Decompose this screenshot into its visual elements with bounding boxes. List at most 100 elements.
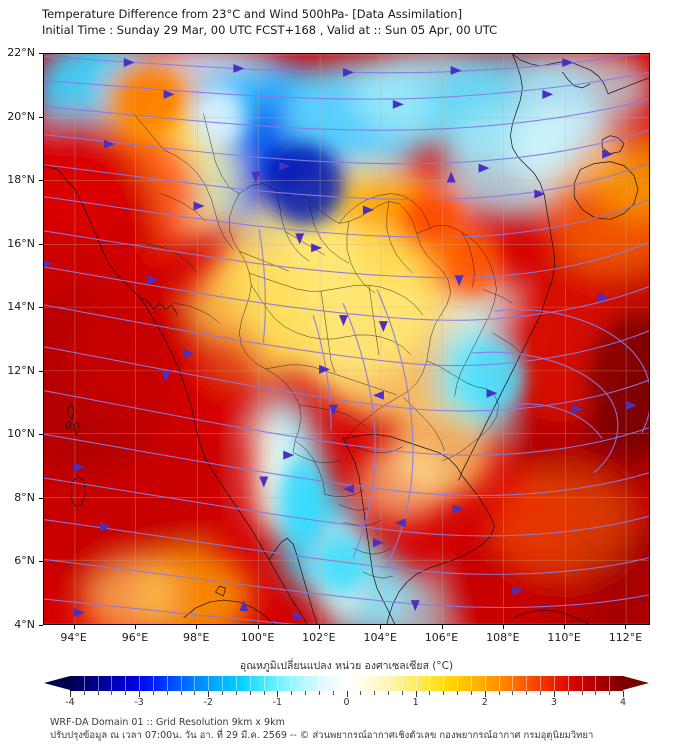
latitude-tick: [39, 180, 43, 182]
latitude-tick-label: 6°N: [14, 554, 35, 568]
colorbar-segment-divider: [387, 676, 389, 691]
colorbar-major-tick: [208, 691, 210, 697]
figure-title: Temperature Difference from 23°C and Win…: [42, 7, 463, 21]
colorbar-tick-label: -4: [65, 697, 75, 708]
colorbar-segment-divider: [332, 676, 334, 691]
footer-model-info: WRF-DA Domain 01 :: Grid Resolution 9km …: [50, 717, 285, 728]
map-canvas: [44, 54, 649, 624]
longitude-tick-label: 102°E: [302, 631, 336, 644]
colorbar-minor-tick: [152, 691, 154, 695]
latitude-tick-label: 20°N: [7, 109, 35, 123]
longitude-tick: [73, 625, 75, 629]
colorbar-segment-divider: [222, 676, 224, 691]
colorbar-segment-divider: [235, 676, 237, 691]
latitude-tick: [39, 243, 43, 245]
colorbar-segment-divider: [553, 676, 555, 691]
colorbar-minor-tick: [581, 691, 583, 695]
colorbar-minor-tick: [540, 691, 542, 695]
longitude-tick-label: 106°E: [424, 631, 459, 644]
colorbar-segment-divider: [484, 676, 486, 691]
latitude-tick-label: 22°N: [7, 46, 35, 59]
colorbar: อุณหภูมิเปลี่ยนแปลง หน่วย องศาเซลเซียส (…: [43, 660, 650, 710]
longitude-tick-label: 94°E: [60, 631, 87, 644]
colorbar-segment-divider: [346, 676, 348, 691]
temperature-field: [44, 54, 649, 624]
colorbar-segment-divider: [567, 676, 569, 691]
longitude-tick-label: 108°E: [486, 631, 520, 644]
longitude-tick: [564, 625, 566, 629]
colorbar-label: อุณหภูมิเปลี่ยนแปลง หน่วย องศาเซลเซียส (…: [239, 660, 454, 672]
colorbar-minor-tick: [609, 691, 611, 695]
longitude-tick: [625, 625, 627, 629]
longitude-tick-label: 112°E: [608, 631, 643, 644]
colorbar-tick-label: 3: [550, 697, 557, 708]
latitude-tick: [39, 53, 43, 54]
figure-title-block: Temperature Difference from 23°C and Win…: [42, 6, 642, 38]
coastlines: [44, 54, 649, 624]
colorbar-minor-tick: [429, 691, 431, 695]
latitude-tick-label: 12°N: [7, 363, 35, 377]
wind-streamlines: [44, 54, 649, 624]
colorbar-minor-tick: [318, 691, 320, 695]
colorbar-minor-tick: [595, 691, 597, 695]
colorbar-segment-divider: [581, 676, 583, 691]
latitude-tick: [39, 307, 43, 309]
colorbar-gradient-box: [44, 676, 649, 691]
colorbar-segment-divider: [498, 676, 500, 691]
colorbar-segment-divider: [318, 676, 320, 691]
colorbar-segment-divider: [415, 676, 417, 691]
colorbar-minor-tick: [194, 691, 196, 695]
colorbar-minor-tick: [180, 691, 182, 695]
colorbar-extend-max-arrow: [623, 676, 649, 690]
colorbar-major-tick: [553, 691, 555, 697]
colorbar-extend-min-arrow: [44, 676, 70, 690]
colorbar-minor-tick: [360, 691, 362, 695]
figure-footer: WRF-DA Domain 01 :: Grid Resolution 9km …: [50, 716, 650, 742]
colorbar-tick-label: 4: [619, 697, 627, 708]
colorbar-minor-tick: [443, 691, 445, 695]
colorbar-minor-tick: [291, 691, 293, 695]
latitude-tick: [39, 370, 43, 372]
colorbar-segment-divider: [526, 676, 528, 691]
longitude-tick-label: 110°E: [547, 631, 581, 644]
colorbar-minor-tick: [401, 691, 403, 695]
colorbar-segment-divider: [401, 676, 403, 691]
colorbar-segment-divider: [540, 676, 542, 691]
colorbar-segment-divider: [263, 676, 265, 691]
colorbar-minor-tick: [111, 691, 113, 695]
colorbar-major-tick: [415, 691, 417, 697]
colorbar-ticks: -4 -3 -2 -1 0 1 2 3 4: [65, 691, 627, 708]
colorbar-segment-divider: [249, 676, 251, 691]
colorbar-segment-divider: [166, 676, 168, 691]
colorbar-segment-divider: [208, 676, 210, 691]
colorbar-tick-label: -1: [272, 697, 283, 708]
longitude-tick: [196, 625, 198, 629]
colorbar-tick-label: 2: [481, 697, 488, 708]
colorbar-minor-tick: [567, 691, 569, 695]
latitude-tick-label: 4°N: [14, 618, 35, 631]
latitude-tick-label: 10°N: [7, 427, 35, 441]
colorbar-segment-divider: [125, 676, 127, 691]
colorbar-minor-tick: [305, 691, 307, 695]
colorbar-tick-label: -2: [203, 697, 213, 708]
colorbar-segment-divider: [180, 676, 182, 691]
colorbar-segment-divider: [139, 676, 141, 691]
colorbar-major-tick: [346, 691, 348, 697]
colorbar-segment-divider: [194, 676, 196, 691]
longitude-tick: [380, 625, 382, 629]
colorbar-segment-divider: [277, 676, 279, 691]
colorbar-segment-divider: [429, 676, 431, 691]
colorbar-minor-tick: [249, 691, 251, 695]
latitude-tick: [39, 116, 43, 118]
latitude-tick: [39, 497, 43, 499]
colorbar-minor-tick: [166, 691, 168, 695]
colorbar-major-tick: [623, 691, 624, 697]
colorbar-segment-divider: [291, 676, 293, 691]
colorbar-minor-tick: [83, 691, 85, 695]
colorbar-segment-divider: [152, 676, 154, 691]
longitude-tick-label: 100°E: [240, 631, 275, 644]
latitude-tick-label: 14°N: [7, 300, 35, 314]
colorbar-segment-divider: [97, 676, 99, 691]
latitude-tick-label: 16°N: [7, 236, 35, 250]
map-plot-area: [43, 53, 650, 625]
